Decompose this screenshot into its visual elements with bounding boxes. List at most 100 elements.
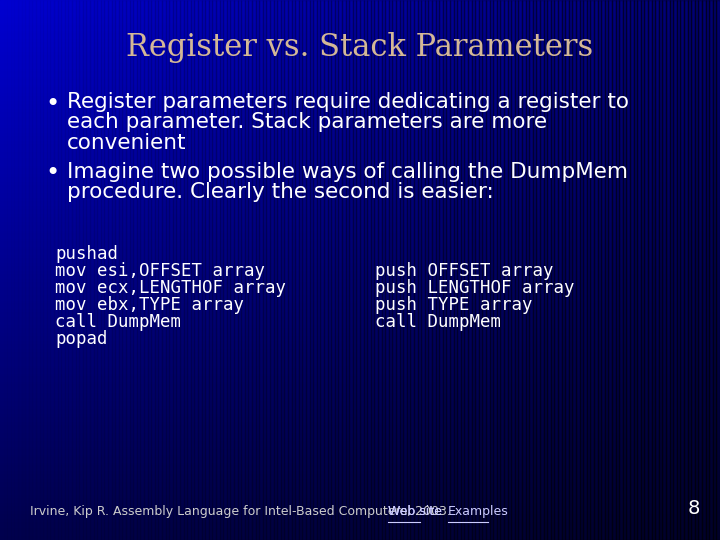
Bar: [230, 0, 234, 540]
Bar: [529, 0, 533, 540]
Bar: [0, 251, 720, 254]
Bar: [0, 424, 720, 427]
Bar: [0, 256, 720, 259]
Bar: [277, 0, 281, 540]
Text: •: •: [45, 92, 59, 116]
Bar: [0, 502, 720, 505]
Bar: [0, 57, 720, 59]
Bar: [0, 176, 720, 178]
Bar: [594, 0, 598, 540]
Bar: [292, 0, 295, 540]
Bar: [0, 127, 720, 130]
Bar: [7, 0, 11, 540]
Bar: [0, 43, 720, 46]
Bar: [0, 362, 720, 364]
Bar: [0, 208, 720, 211]
Bar: [0, 505, 720, 508]
Bar: [0, 167, 720, 170]
Bar: [320, 0, 324, 540]
Bar: [0, 351, 720, 354]
Bar: [148, 0, 151, 540]
Bar: [421, 0, 425, 540]
Bar: [0, 68, 720, 70]
Bar: [0, 448, 720, 451]
Bar: [234, 0, 238, 540]
Bar: [457, 0, 461, 540]
Bar: [166, 0, 169, 540]
Bar: [313, 0, 317, 540]
Bar: [0, 418, 720, 421]
Bar: [709, 0, 713, 540]
Bar: [187, 0, 191, 540]
Bar: [0, 413, 720, 416]
Bar: [428, 0, 432, 540]
Bar: [0, 232, 720, 235]
Bar: [695, 0, 698, 540]
Bar: [508, 0, 511, 540]
Bar: [0, 500, 720, 502]
Bar: [0, 329, 720, 332]
Bar: [0, 529, 720, 532]
Bar: [0, 305, 720, 308]
Bar: [0, 224, 720, 227]
Bar: [0, 111, 720, 113]
Bar: [0, 481, 720, 483]
Bar: [0, 338, 720, 340]
Bar: [0, 321, 720, 324]
Bar: [0, 24, 720, 27]
Bar: [652, 0, 655, 540]
Bar: [0, 32, 720, 35]
Bar: [54, 0, 58, 540]
Bar: [0, 470, 720, 472]
Bar: [0, 308, 720, 310]
Bar: [0, 383, 720, 386]
Bar: [0, 292, 720, 294]
Text: Irvine, Kip R. Assembly Language for Intel-Based Computers, 2003.: Irvine, Kip R. Assembly Language for Int…: [30, 505, 451, 518]
Bar: [522, 0, 526, 540]
Bar: [0, 408, 720, 410]
Bar: [407, 0, 410, 540]
Bar: [83, 0, 86, 540]
Bar: [0, 230, 720, 232]
Bar: [0, 289, 720, 292]
Bar: [562, 0, 565, 540]
Bar: [331, 0, 335, 540]
Bar: [0, 135, 720, 138]
Bar: [713, 0, 716, 540]
Bar: [0, 354, 720, 356]
Bar: [518, 0, 522, 540]
Bar: [227, 0, 230, 540]
Bar: [0, 297, 720, 300]
Bar: [36, 0, 40, 540]
Bar: [0, 84, 720, 86]
Bar: [482, 0, 486, 540]
Bar: [0, 316, 720, 319]
Bar: [0, 340, 720, 343]
Bar: [0, 140, 720, 143]
Bar: [691, 0, 695, 540]
Bar: [0, 273, 720, 275]
Bar: [191, 0, 194, 540]
Bar: [0, 421, 720, 424]
Bar: [439, 0, 443, 540]
Bar: [0, 270, 720, 273]
Bar: [0, 157, 720, 159]
Bar: [241, 0, 245, 540]
Bar: [58, 0, 61, 540]
Bar: [137, 0, 140, 540]
Bar: [0, 59, 720, 62]
Bar: [130, 0, 133, 540]
Bar: [436, 0, 439, 540]
Bar: [0, 483, 720, 486]
Bar: [0, 246, 720, 248]
Bar: [497, 0, 500, 540]
Bar: [468, 0, 472, 540]
Bar: [0, 49, 720, 51]
Bar: [0, 478, 720, 481]
Bar: [364, 0, 367, 540]
Bar: [385, 0, 389, 540]
Bar: [173, 0, 176, 540]
Text: push LENGTHOF array: push LENGTHOF array: [375, 279, 575, 297]
Bar: [0, 367, 720, 370]
Bar: [0, 16, 720, 19]
